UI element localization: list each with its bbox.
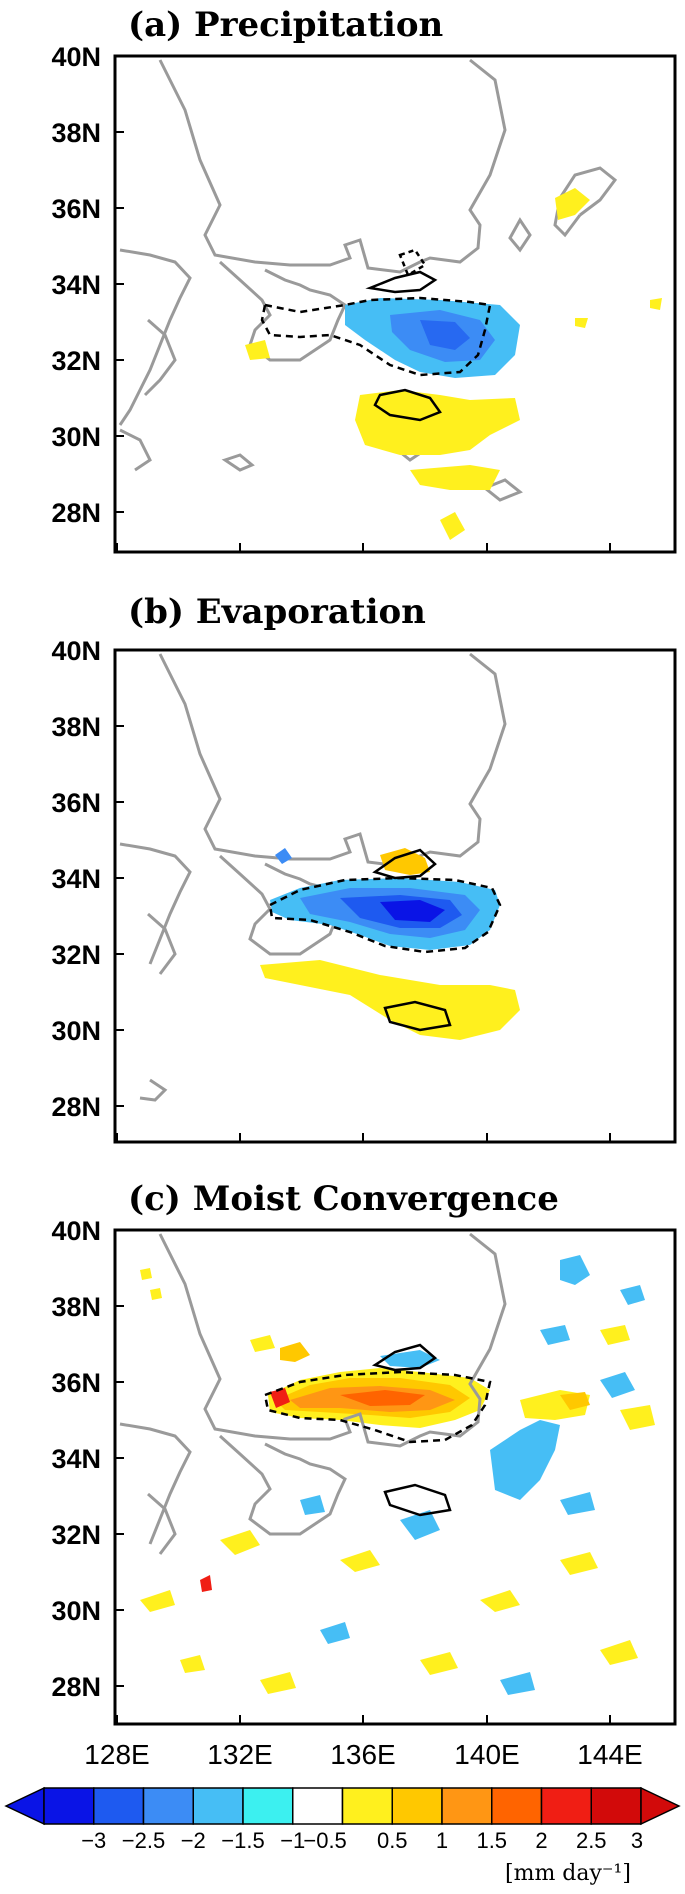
lat-label: 34N (51, 270, 101, 300)
lon-label: 128E (84, 1739, 149, 1770)
lat-label: 40N (51, 636, 101, 666)
colorbar-swatch (242, 1787, 294, 1825)
colorbar-label: 1 (436, 1828, 448, 1853)
panel-title: (a) Precipitation (128, 5, 443, 45)
colorbar-swatch (192, 1787, 244, 1825)
colorbar-label: 3 (631, 1828, 643, 1853)
precip-anomaly-shading (245, 188, 662, 540)
coastline (119, 652, 507, 1102)
colorbar-label: −2.5 (122, 1828, 165, 1853)
colorbar-label: −1.5 (221, 1828, 264, 1853)
colorbar-label: −1 (280, 1828, 305, 1853)
colorbar-label: −2 (181, 1828, 206, 1853)
lat-label: 30N (51, 422, 101, 452)
panel-title: (b) Evaporation (128, 592, 426, 632)
lat-axis: 40N 38N 36N 34N 32N 30N 28N (51, 42, 101, 528)
lat-label: 38N (51, 712, 101, 742)
lon-label: 140E (454, 1739, 519, 1770)
lat-label: 28N (51, 1672, 101, 1702)
colorbar-swatch (43, 1787, 95, 1825)
evap-anomaly-shading (260, 848, 520, 1040)
lat-label: 36N (51, 1368, 101, 1398)
colorbar-swatch (292, 1787, 344, 1825)
panel-precipitation: (a) Precipitation (51, 5, 677, 554)
colorbar-label: 1.5 (476, 1828, 507, 1853)
colorbar-label: −3 (81, 1828, 106, 1853)
panel-evaporation: (b) Evaporation (51, 592, 677, 1144)
colorbar-swatch (540, 1787, 592, 1825)
panel-moist-convergence: (c) Moist Convergence (51, 1179, 677, 1770)
lat-axis: 40N 38N 36N 34N 32N 30N 28N (51, 1216, 101, 1702)
colorbar-arrow-right (640, 1786, 681, 1826)
significance-contours (268, 848, 502, 1032)
colorbar-label: 2.5 (576, 1828, 607, 1853)
colorbar: −3 −2.5 −2 −1.5 −1−0.5 0.5 1 1.5 2 2.5 3 [mm day⁻¹… (4, 1786, 681, 1886)
lat-label: 30N (51, 1016, 101, 1046)
colorbar-label: −0.5 (303, 1828, 346, 1853)
lat-label: 34N (51, 864, 101, 894)
lat-label: 30N (51, 1596, 101, 1626)
lat-label: 34N (51, 1444, 101, 1474)
moist-convergence-shading (140, 1255, 655, 1695)
lat-label: 32N (51, 1520, 101, 1550)
colorbar-label: 0.5 (377, 1828, 408, 1853)
lat-label: 32N (51, 346, 101, 376)
lat-label: 38N (51, 118, 101, 148)
lat-label: 36N (51, 194, 101, 224)
significance-contours (263, 1343, 492, 1517)
lat-label: 36N (51, 788, 101, 818)
lat-label: 40N (51, 42, 101, 72)
lon-label: 144E (577, 1739, 642, 1770)
colorbar-swatch (93, 1787, 145, 1825)
colorbar-label: 2 (535, 1828, 547, 1853)
lat-label: 40N (51, 1216, 101, 1246)
lat-label: 28N (51, 498, 101, 528)
lon-label: 132E (207, 1739, 272, 1770)
colorbar-swatch (441, 1787, 493, 1825)
lon-axis: 128E 132E 136E 140E 144E (84, 1739, 642, 1770)
colorbar-arrow-left (4, 1786, 45, 1826)
colorbar-swatch (590, 1787, 642, 1825)
colorbar-swatch (341, 1787, 393, 1825)
lat-axis: 40N 38N 36N 34N 32N 30N 28N (51, 636, 101, 1122)
colorbar-unit: [mm day⁻¹] (505, 1861, 631, 1886)
colorbar-swatch (491, 1787, 543, 1825)
panel-title: (c) Moist Convergence (128, 1179, 559, 1219)
lat-label: 28N (51, 1092, 101, 1122)
lat-label: 38N (51, 1292, 101, 1322)
colorbar-swatch (391, 1787, 443, 1825)
colorbar-swatch (142, 1787, 194, 1825)
coastline (118, 58, 618, 502)
lon-label: 136E (330, 1739, 395, 1770)
lat-label: 32N (51, 940, 101, 970)
significance-contours (260, 248, 492, 422)
